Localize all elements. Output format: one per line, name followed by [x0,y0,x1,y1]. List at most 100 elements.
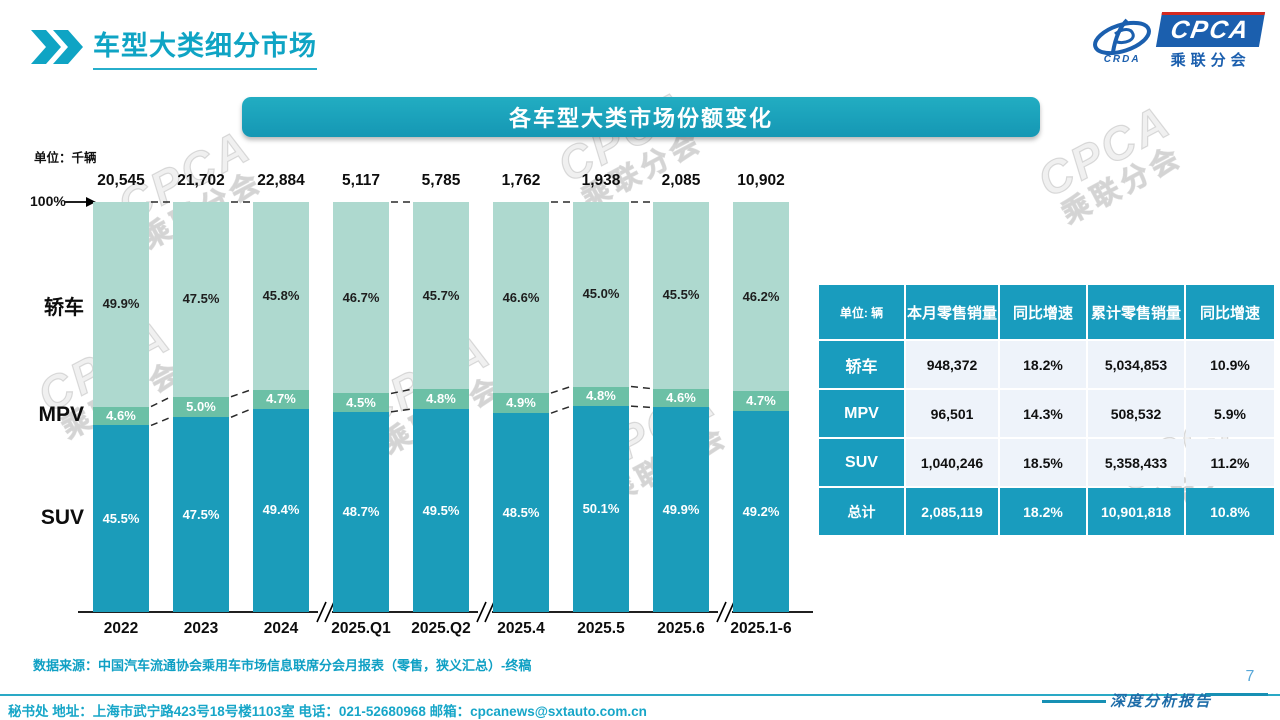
x-axis-label: 2025.6 [657,620,705,637]
table-cell: 10,901,818 [1088,488,1184,535]
bar-percent-label: 45.5% [662,287,700,303]
cpca-logo: CRDA CPCA 乘联分会 [1089,12,1266,70]
bar-segment-轿车 [173,202,229,397]
bar-percent-label: 45.8% [262,287,300,303]
bar-segment-轿车 [733,202,789,392]
chart-title-banner: 各车型大类市场份额变化 [242,97,1040,137]
bar-percent-label: 4.7% [266,391,296,407]
table-cell: 5,034,853 [1088,341,1184,388]
table-unit-header: 单位: 辆 [819,285,904,339]
bar-total-label: 5,785 [421,172,461,189]
x-axis-label: 2023 [183,620,219,637]
x-axis-label: 2022 [103,620,139,637]
bar-total-label: 21,702 [177,172,225,189]
chart-title: 各车型大类市场份额变化 [508,106,773,131]
cpca-logo-text: CPCA 乘联分会 [1156,12,1266,70]
bar-segment-MPV [733,391,789,411]
x-axis-label: 2025.5 [577,620,625,637]
bar-percent-label: 4.9% [506,395,536,411]
report-label-right-line [1206,693,1268,696]
logo-cpca-text: CPCA [1168,16,1253,44]
table-cell: 2,085,119 [906,488,998,535]
series-label-轿车: 轿车 [44,297,84,320]
bar-segment-轿车 [253,202,309,390]
table-row-label: MPV [819,390,904,437]
sales-table: 单位: 辆本月零售销量 同比增速 累计零售销量 同比增速 轿车 948,372 18.2% 5… [817,283,1276,537]
table-header-cell: 同比增速 [1186,285,1274,339]
report-label-left-line [1042,700,1106,703]
x-axis-label: 2025.Q2 [411,620,471,637]
table-cell: 96,501 [906,390,998,437]
bar-percent-label: 45.7% [422,287,460,303]
table-cell: 10.9% [1186,341,1274,388]
table-cell: 18.2% [1000,341,1086,388]
bar-percent-label: 4.8% [426,391,456,407]
table-header-cell: 本月零售销量 [906,285,998,339]
bar-total-label: 22,884 [257,172,305,189]
footer-divider-line [0,694,1280,696]
bar-percent-label: 46.2% [742,288,780,304]
bar-percent-label: 46.6% [502,289,540,305]
bar-total-label: 1,938 [581,172,621,189]
bar-segment-MPV [253,389,309,410]
bar-percent-label: 50.1% [582,500,620,516]
bar-segment-MPV [573,386,629,407]
bar-total-label: 1,762 [501,172,541,189]
x-axis-label: 2025.4 [497,620,545,637]
table-row-label: 轿车 [819,341,904,388]
y-axis-100-label: 100% [30,193,66,209]
bar-percent-label: 47.5% [182,506,220,522]
bar-total-label: 20,545 [97,172,145,189]
cpca-logo-swoosh: CRDA [1089,18,1155,65]
table-cell: 948,372 [906,341,998,388]
report-label: 深度分析报告 [1110,694,1213,710]
bar-segment-MPV [413,389,469,410]
bar-segment-轿车 [573,202,629,387]
bar-segment-SUV [253,409,309,612]
bar-segment-轿车 [653,202,709,389]
table-cell: 14.3% [1000,390,1086,437]
bar-percent-label: 4.6% [666,389,696,405]
table-row: 总计 2,085,119 18.2% 10,901,818 10.8% [819,488,1274,535]
bar-percent-label: 4.8% [586,388,616,404]
table-cell: 18.2% [1000,488,1086,535]
bar-segment-轿车 [493,202,549,394]
bar-segment-轿车 [413,202,469,390]
page-number: 7 [1245,668,1255,685]
bar-total-label: 5,117 [342,172,380,189]
bar-segment-MPV [173,396,229,418]
bar-total-label: 10,902 [737,172,785,189]
table-cell: 10.8% [1186,488,1274,535]
table-cell: 11.2% [1186,439,1274,486]
bar-percent-label: 47.5% [182,291,220,307]
bar-segment-MPV [333,393,389,412]
double-chevron-icon [31,30,83,64]
bar-segment-SUV [733,410,789,613]
table-row-label: 总计 [819,488,904,535]
bar-segment-SUV [93,425,149,612]
table-row: SUV 1,040,246 18.5% 5,358,433 11.2% [819,439,1274,486]
bar-segment-轿车 [93,202,149,407]
sales-table-grid: 单位: 辆本月零售销量 同比增速 累计零售销量 同比增速 轿车 948,372 18.2% 5… [817,283,1276,537]
bar-percent-label: 4.5% [346,394,376,410]
bar-segment-SUV [413,409,469,612]
logo-cpca-box: CPCA [1156,12,1266,47]
table-cell: 5,358,433 [1088,439,1184,486]
x-axis-label: 2025.Q1 [331,620,391,637]
table-row: 轿车 948,372 18.2% 5,034,853 10.9% [819,341,1274,388]
bar-segment-SUV [653,407,709,612]
table-cell: 18.5% [1000,439,1086,486]
bar-segment-轿车 [333,202,389,394]
logo-crda-text: CRDA [1103,53,1141,65]
page-title: 车型大类细分市场 [93,24,317,70]
bar-percent-label: 46.7% [342,289,380,305]
bar-segment-MPV [653,388,709,408]
x-axis-label: 2025.1-6 [730,620,792,637]
bar-segment-SUV [173,417,229,612]
bar-percent-label: 5.0% [186,399,216,414]
table-row: MPV 96,501 14.3% 508,532 5.9% [819,390,1274,437]
bar-percent-label: 49.9% [102,296,140,312]
series-label-SUV: SUV [40,505,84,529]
bar-total-label: 2,085 [661,172,701,189]
table-cell: 5.9% [1186,390,1274,437]
